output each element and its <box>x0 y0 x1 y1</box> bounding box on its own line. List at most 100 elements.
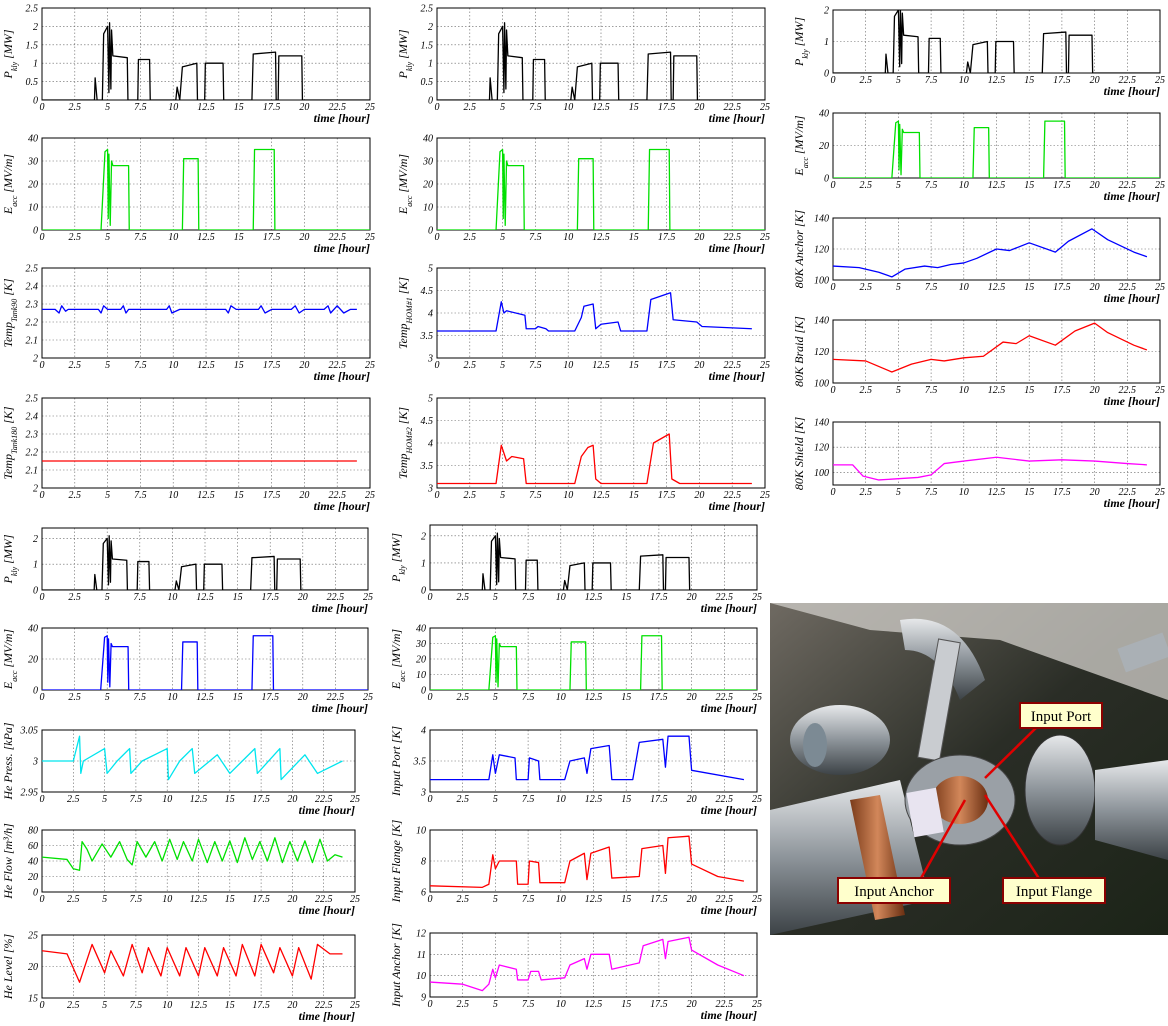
x-tick-label: 5 <box>105 232 110 243</box>
y-axis-label-part: E <box>792 168 806 177</box>
chart-panel: 0 2.5 5 7.5 10 12.5 15 17.5 20 22.5 25 3 3.5 4 4.5 5 tim… <box>396 394 770 514</box>
x-tick-label: 5 <box>105 102 110 113</box>
data-line <box>833 10 1160 73</box>
x-tick-label: 0 <box>40 360 45 371</box>
x-tick-label: 12.5 <box>585 794 603 805</box>
x-tick-label: 12.5 <box>190 1000 208 1011</box>
x-tick-label: 0 <box>435 360 440 371</box>
x-tick-label: 2.5 <box>859 282 872 293</box>
y-tick-label: 4.5 <box>421 286 434 297</box>
x-tick-label: 25 <box>760 360 770 371</box>
plot-frame <box>832 217 1161 281</box>
data-line <box>42 943 343 983</box>
x-tick-label: 15 <box>621 592 631 603</box>
y-tick-label: 11 <box>417 950 426 961</box>
y-tick-label: 3.5 <box>420 331 434 342</box>
x-tick-label: 25 <box>752 592 762 603</box>
y-tick-label: 0 <box>33 96 38 107</box>
y-axis-label-part: kly <box>10 566 19 576</box>
x-tick-label: 12.5 <box>196 692 214 703</box>
y-tick-label: 1.5 <box>421 40 434 51</box>
x-tick-label: 22.5 <box>315 894 333 905</box>
x-tick-label: 22.5 <box>328 360 346 371</box>
x-tick-label: 7.5 <box>529 490 542 501</box>
x-tick-label: 5 <box>493 592 498 603</box>
x-tick-label: 10 <box>563 360 573 371</box>
x-tick-label: 0 <box>435 102 440 113</box>
x-tick-label: 5 <box>896 180 901 191</box>
plot-frame <box>41 267 371 359</box>
x-tick-label: 17.5 <box>261 592 279 603</box>
y-axis-label-part: Temp <box>396 453 410 479</box>
x-tick-label: 15 <box>629 490 639 501</box>
x-tick-label: 22.5 <box>315 794 333 805</box>
y-axis-label-part: kly <box>801 49 810 59</box>
x-tick-label: 22.5 <box>1119 282 1137 293</box>
y-tick-label: 3.05 <box>20 726 39 737</box>
chart-panel: 0 2.5 5 7.5 10 12.5 15 17.5 20 22.5 25 100 120 140 tim… <box>792 316 1165 409</box>
x-tick-label: 2.5 <box>456 894 469 905</box>
x-tick-label: 15 <box>1024 282 1034 293</box>
y-tick-label: 3 <box>427 354 433 365</box>
chart-panel: 0 2.5 5 7.5 10 12.5 15 17.5 20 22.5 25 0 1 2 time [hou… <box>1 527 373 615</box>
chart-panel: 0 2.5 5 7.5 10 12.5 15 17.5 20 22.5 25 0 20 40 time [h… <box>1 624 373 716</box>
data-line <box>42 148 370 230</box>
x-tick-label: 15 <box>1024 75 1034 86</box>
x-tick-label: 25 <box>365 102 375 113</box>
photo-label: Input Anchor <box>854 884 934 900</box>
y-axis-label-part: [MV/m] <box>1 154 15 196</box>
x-tick-label: 0 <box>428 692 433 703</box>
y-tick-label: 140 <box>814 214 829 225</box>
x-tick-label: 17.5 <box>263 360 281 371</box>
x-tick-label: 7.5 <box>134 232 147 243</box>
y-axis-label-part: He Level [%] <box>1 934 15 1001</box>
y-tick-label: 4 <box>421 726 426 737</box>
x-axis-label: time [hour] <box>314 241 370 255</box>
x-tick-label: 17.5 <box>650 999 668 1010</box>
plot-frame <box>41 397 371 489</box>
y-tick-label: 6 <box>421 888 426 899</box>
x-tick-label: 10 <box>168 360 178 371</box>
x-tick-label: 15 <box>1024 487 1034 498</box>
x-tick-label: 17.5 <box>650 592 668 603</box>
y-tick-label: 2.5 <box>421 4 434 15</box>
plot-frame <box>436 397 766 489</box>
y-tick-label: 1 <box>33 59 38 70</box>
x-tick-label: 0 <box>40 232 45 243</box>
x-tick-label: 5 <box>102 894 107 905</box>
x-tick-label: 25 <box>1155 75 1165 86</box>
x-tick-label: 22.5 <box>716 999 734 1010</box>
y-tick-label: 20 <box>28 962 38 973</box>
x-tick-label: 7.5 <box>130 894 143 905</box>
y-tick-label: 1 <box>428 59 433 70</box>
y-tick-label: 2.4 <box>26 412 39 423</box>
y-axis-label: TempTank180 [K] <box>1 406 19 480</box>
x-tick-label: 12.5 <box>988 180 1006 191</box>
plot-area <box>833 120 1160 178</box>
x-tick-label: 20 <box>1090 282 1100 293</box>
y-tick-label: 40 <box>423 134 433 145</box>
x-tick-label: 0 <box>428 592 433 603</box>
y-tick-label: 10 <box>416 670 426 681</box>
y-axis-label-part: kly <box>405 61 414 71</box>
y-axis-label-part: acc <box>801 157 810 169</box>
x-tick-label: 22.5 <box>1119 75 1137 86</box>
y-axis-label-part: HOM#2 <box>405 427 414 454</box>
y-axis-label: Pkly [MW] <box>1 29 19 79</box>
x-tick-label: 5 <box>896 282 901 293</box>
x-tick-label: 0 <box>435 490 440 501</box>
y-tick-label: 2.1 <box>26 466 39 477</box>
plot-area <box>42 735 343 781</box>
y-tick-label: 120 <box>814 443 829 454</box>
y-tick-label: 10 <box>423 203 433 214</box>
chart-panel: 0 2.5 5 7.5 10 12.5 15 17.5 20 22.5 25 0 1 2 time [hou… <box>792 6 1165 99</box>
y-axis-label-part: E <box>396 206 410 215</box>
y-axis-label: Pkly [MW] <box>396 29 414 79</box>
plot-frame <box>429 829 758 893</box>
x-tick-label: 22.5 <box>723 360 741 371</box>
y-axis-label-part: [MV/m] <box>389 629 403 671</box>
plot-area <box>430 936 745 992</box>
y-axis-label-part: E <box>1 681 15 690</box>
x-tick-label: 25 <box>752 692 762 703</box>
